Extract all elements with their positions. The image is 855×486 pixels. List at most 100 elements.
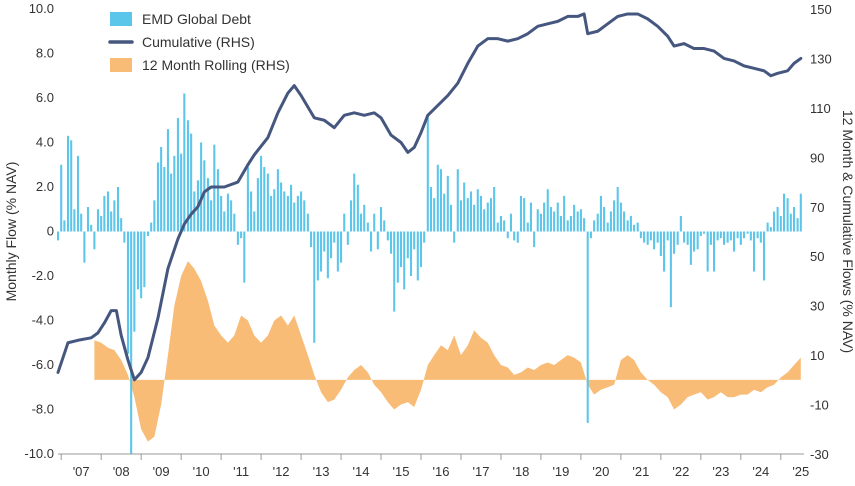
flow-bar-136 xyxy=(509,213,512,232)
bars-layer xyxy=(56,93,802,454)
flow-bar-124 xyxy=(469,191,473,232)
flow-bar-95 xyxy=(373,213,376,232)
flow-bar-110 xyxy=(423,231,426,243)
flow-bar-70 xyxy=(290,184,293,232)
flow-bar-7 xyxy=(80,213,83,232)
x-tick-label: '09 xyxy=(153,464,170,479)
flow-bar-38 xyxy=(183,93,186,232)
flow-bar-32 xyxy=(163,166,166,232)
flow-bar-140 xyxy=(523,198,526,232)
flow-bar-197 xyxy=(713,231,716,272)
right-tick-label: 10 xyxy=(810,348,824,363)
flow-bar-2 xyxy=(63,220,66,232)
flow-bar-39 xyxy=(186,120,189,232)
x-tick-label: '24 xyxy=(752,464,769,479)
flow-bar-100 xyxy=(389,231,393,254)
flow-bar-5 xyxy=(73,209,76,232)
flow-bar-8 xyxy=(83,231,86,263)
flow-bar-154 xyxy=(569,215,572,232)
flow-bar-46 xyxy=(210,200,213,232)
flow-bar-14 xyxy=(103,195,106,232)
right-tick-label: 30 xyxy=(810,299,824,314)
flow-bar-86 xyxy=(343,213,346,232)
x-tick-label: '11 xyxy=(233,464,249,479)
left-tick-label: 6.0 xyxy=(36,90,54,105)
flow-bar-205 xyxy=(739,231,742,245)
flow-bar-212 xyxy=(762,231,766,281)
flow-bar-144 xyxy=(536,209,539,232)
flow-bar-158 xyxy=(583,218,586,232)
flow-bar-45 xyxy=(206,178,209,232)
flow-bar-203 xyxy=(733,231,736,252)
flow-bar-148 xyxy=(549,207,552,232)
flow-bar-208 xyxy=(749,231,752,241)
flow-bar-195 xyxy=(706,231,709,272)
flow-bar-206 xyxy=(743,231,746,239)
flow-bar-207 xyxy=(746,231,749,234)
x-tick-label: '20 xyxy=(592,464,609,479)
flow-bar-131 xyxy=(493,187,496,232)
x-tick-label: '15 xyxy=(393,464,410,479)
flow-bar-167 xyxy=(613,200,616,232)
flow-bar-10 xyxy=(90,224,93,232)
right-tick-label: 90 xyxy=(810,150,824,165)
flow-bar-176 xyxy=(643,231,646,243)
flow-bar-90 xyxy=(356,184,359,232)
flow-bar-150 xyxy=(556,202,559,232)
flow-bar-210 xyxy=(756,231,759,239)
flow-bar-84 xyxy=(336,231,339,272)
left-tick-label: 2.0 xyxy=(36,179,54,194)
flow-bar-162 xyxy=(596,213,599,232)
flow-bar-37 xyxy=(180,153,183,232)
flow-bar-133 xyxy=(499,215,502,232)
flow-bar-130 xyxy=(489,198,493,232)
flow-bar-127 xyxy=(479,195,483,232)
flow-bar-199 xyxy=(719,231,722,239)
flow-bar-174 xyxy=(636,222,639,232)
x-tick-label: '25 xyxy=(792,464,809,479)
flow-bar-79 xyxy=(320,231,323,272)
flow-bar-48 xyxy=(216,169,219,232)
flow-bar-55 xyxy=(240,231,243,239)
flow-bar-89 xyxy=(353,173,356,232)
legend-label: 12 Month Rolling (RHS) xyxy=(142,57,290,73)
flow-bar-193 xyxy=(699,231,702,236)
flow-bar-196 xyxy=(709,231,712,245)
x-tick-label: '22 xyxy=(672,464,689,479)
flow-bar-194 xyxy=(703,231,706,234)
flow-bar-223 xyxy=(799,193,802,232)
flow-bar-121 xyxy=(459,200,463,232)
flow-bar-122 xyxy=(463,182,466,232)
flow-bar-135 xyxy=(506,231,509,239)
left-tick-label: 8.0 xyxy=(36,46,54,61)
flow-bar-169 xyxy=(619,202,622,232)
flow-bar-23 xyxy=(133,231,136,332)
flow-bar-35 xyxy=(173,155,176,232)
flow-bar-21 xyxy=(126,231,129,354)
flow-bar-27 xyxy=(146,231,149,236)
flow-bar-101 xyxy=(393,231,396,312)
flow-bar-192 xyxy=(696,231,699,250)
flow-bar-105 xyxy=(406,231,409,259)
flow-bar-214 xyxy=(769,227,772,232)
x-tick-label: '23 xyxy=(712,464,729,479)
x-tick-label: '14 xyxy=(353,464,370,479)
flow-bar-201 xyxy=(726,231,729,243)
flow-bar-73 xyxy=(300,191,303,232)
flow-bar-44 xyxy=(203,160,206,232)
flow-bar-72 xyxy=(296,195,299,232)
flow-bar-88 xyxy=(350,200,353,232)
flow-bar-104 xyxy=(403,231,406,290)
flow-bar-170 xyxy=(623,211,626,232)
flow-bar-81 xyxy=(326,231,329,279)
flow-bar-28 xyxy=(150,222,153,232)
flow-bar-145 xyxy=(539,213,542,232)
left-tick-label: -2.0 xyxy=(32,268,54,283)
x-tick-label: '21 xyxy=(632,464,649,479)
flow-bar-173 xyxy=(633,224,636,232)
flow-bar-69 xyxy=(286,195,289,232)
flow-bar-71 xyxy=(293,202,296,232)
flow-bar-139 xyxy=(519,195,522,232)
flow-bar-99 xyxy=(386,231,389,241)
